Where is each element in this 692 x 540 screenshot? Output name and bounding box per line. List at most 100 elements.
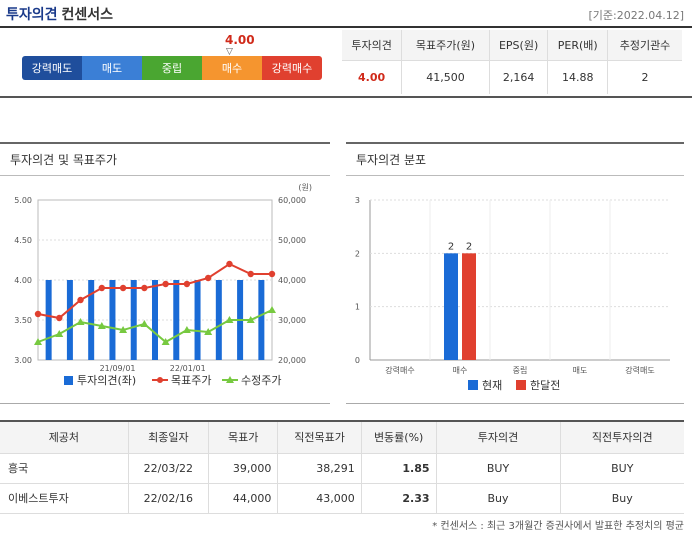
opinion-bar	[215, 280, 222, 360]
header-divider	[0, 26, 692, 28]
y-tick: 3	[355, 196, 360, 205]
adjusted-price-point	[55, 330, 64, 337]
scale-segment-3: 매수	[202, 56, 262, 80]
opinion-bar	[45, 280, 52, 360]
consensus-header: PER(배)	[547, 30, 608, 61]
data-label: 2	[466, 241, 472, 252]
adjusted-price-point	[246, 316, 255, 323]
y-right-unit: (원)	[298, 183, 312, 192]
legend-label: 한달전	[530, 379, 560, 392]
adjusted-price-point	[161, 338, 170, 345]
opinion-bar	[152, 280, 158, 360]
target-price-point	[226, 260, 233, 268]
provider-header: 투자의견	[435, 421, 561, 454]
opinion-scale: 강력매도 매도 중립 매수 강력매수	[22, 56, 322, 80]
target-price-line	[37, 262, 272, 320]
target-price-point	[162, 280, 169, 288]
consensus-header: 목표주가(원)	[401, 30, 490, 61]
scale-segment-0: 강력매도	[22, 56, 82, 80]
opinion-bar	[88, 280, 95, 360]
legend-label: 투자의견(좌)	[77, 374, 136, 387]
legend-opinion-swatch	[64, 376, 73, 385]
panel-title: 투자의견 분포	[346, 144, 684, 176]
provider-header: 직전투자의견	[559, 421, 684, 454]
adjusted-price-line	[37, 309, 273, 344]
opinion-target-chart: 5.00 4.50 4.00 3.50 3.00 60,000 50,000 40,000 30…	[14, 183, 312, 387]
legend-current-swatch	[468, 380, 478, 390]
opinion-bar	[194, 280, 201, 360]
target-price-point	[34, 310, 42, 318]
target-price-point	[268, 270, 276, 278]
target-price-point	[204, 274, 212, 282]
adjusted-price-point	[268, 306, 276, 313]
scale-segment-1: 매도	[82, 56, 142, 80]
provider-header: 최종일자	[127, 421, 209, 454]
title-sub: 컨센서스	[61, 7, 114, 23]
scale-segment-2: 중립	[142, 56, 202, 80]
footnote: * 컨센서스 : 최근 3개월간 증권사에서 발표한 추정치의 평균	[432, 521, 684, 532]
y-left-tick: 4.00	[14, 276, 32, 285]
target-price-point	[119, 284, 127, 292]
month-ago-bar	[462, 253, 476, 360]
consensus-value: 2	[607, 60, 682, 94]
legend-label: 현재	[482, 379, 502, 392]
consensus-value: 14.88	[547, 60, 608, 94]
provider-cell: 44,000	[207, 483, 278, 514]
x-tick: 강력매도	[625, 365, 654, 375]
y-left-tick: 3.50	[14, 316, 32, 325]
y-tick: 0	[355, 356, 360, 365]
provider-cell: 1.85	[360, 453, 437, 484]
y-right-tick: 30,000	[278, 316, 306, 325]
y-right-tick: 60,000	[278, 196, 306, 205]
adjusted-price-point	[140, 320, 149, 327]
scale-segment-4: 강력매수	[262, 56, 322, 80]
provider-cell: 이베스트투자	[0, 483, 129, 514]
opinion-bar	[173, 280, 180, 360]
current-opinion-marker-icon: ▽	[226, 47, 233, 57]
provider-cell: BUY	[435, 453, 561, 484]
target-price-point	[247, 270, 254, 278]
legend-label: 목표주가	[171, 374, 211, 387]
adjusted-price-point	[119, 326, 128, 333]
provider-cell: Buy	[559, 483, 684, 514]
provider-header: 변동률(%)	[360, 421, 437, 454]
target-price-point	[141, 284, 148, 292]
y-right-tick: 20,000	[278, 356, 306, 365]
consensus-header: 투자의견	[342, 30, 402, 61]
y-left-tick: 4.50	[14, 236, 32, 245]
opinion-bar	[130, 280, 137, 360]
legend-month-ago-swatch	[516, 380, 526, 390]
x-tick: 강력매수	[385, 365, 414, 375]
current-bar	[444, 253, 458, 360]
provider-header: 제공처	[0, 421, 129, 454]
provider-cell: BUY	[559, 453, 684, 484]
target-price-point	[77, 296, 84, 304]
adjusted-price-point	[225, 316, 234, 323]
provider-header: 직전목표가	[277, 421, 362, 454]
adjusted-price-point	[76, 318, 85, 325]
y-tick: 1	[355, 303, 360, 312]
y-right-tick: 40,000	[278, 276, 306, 285]
x-tick: 매도	[573, 366, 588, 375]
opinion-bar	[66, 280, 73, 360]
opinion-bar	[109, 280, 116, 360]
provider-cell: 2.33	[360, 483, 437, 514]
legend-price-marker	[226, 376, 234, 383]
consensus-value: 2,164	[488, 60, 548, 94]
x-tick: 매수	[453, 366, 468, 375]
section-divider	[0, 96, 692, 98]
provider-cell: 43,000	[277, 483, 362, 514]
adjusted-price-point	[204, 328, 213, 335]
title-main: 투자의견	[6, 7, 58, 23]
consensus-value: 41,500	[401, 60, 490, 94]
y-right-tick: 50,000	[278, 236, 306, 245]
provider-table: 제공처 최종일자 목표가 직전목표가 변동률(%) 투자의견 직전투자의견 흥국 22/03/…	[0, 420, 684, 514]
provider-header: 목표가	[207, 421, 278, 454]
provider-cell: 흥국	[0, 453, 129, 484]
adjusted-price-point	[182, 326, 191, 333]
consensus-value: 4.00	[358, 70, 386, 84]
target-price-point	[98, 284, 106, 292]
current-opinion-value: 4.00	[225, 33, 255, 47]
adjusted-price-point	[34, 338, 42, 345]
